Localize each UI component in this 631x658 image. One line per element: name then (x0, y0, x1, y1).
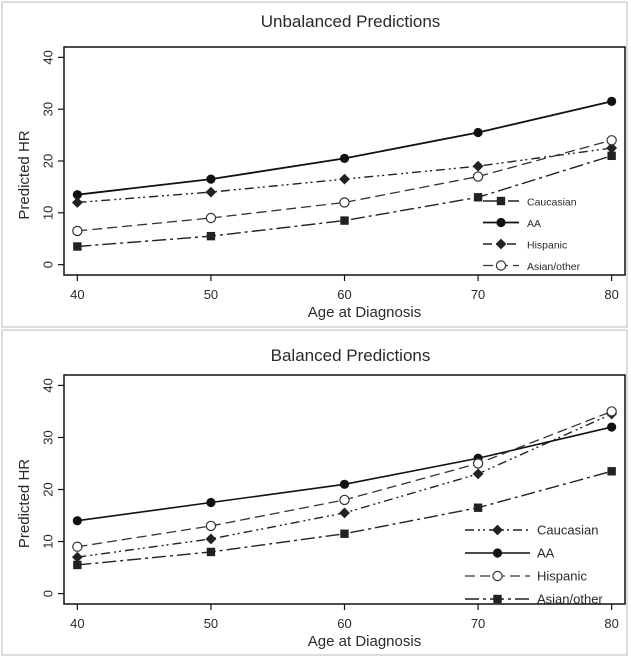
legend-label: Asian/other (537, 592, 603, 607)
legend-label: Caucasian (537, 523, 598, 538)
series-hispanic (71, 142, 618, 208)
x-tick-label: 40 (70, 287, 84, 302)
x-tick-label: 70 (471, 616, 485, 631)
legend: Caucasian AA Hispanic Asian/other (483, 196, 581, 273)
data-point (71, 551, 83, 563)
x-tick-label: 40 (70, 616, 84, 631)
series-caucasian (73, 151, 616, 251)
y-tick-label: 20 (41, 482, 56, 496)
legend-marker (493, 594, 502, 604)
x-tick-label: 60 (337, 616, 351, 631)
y-tick-label: 40 (41, 378, 56, 392)
data-point (472, 458, 484, 469)
series-line (77, 139, 612, 232)
legend-label: AA (537, 546, 555, 561)
y-tick-label: 10 (41, 534, 56, 548)
legend-label: AA (527, 218, 541, 230)
data-point (473, 127, 483, 138)
y-tick-label: 30 (41, 102, 56, 116)
data-point (71, 197, 83, 208)
data-point (205, 520, 217, 532)
chart-title: Balanced Predictions (271, 346, 431, 365)
unbalanced-chart: Unbalanced Predictions 40 50 60 70 80 Age at D… (1, 1, 628, 328)
data-point (607, 151, 616, 161)
data-point (340, 216, 349, 225)
series-aa (72, 96, 617, 200)
data-point (472, 171, 484, 182)
legend-label: Caucasian (527, 197, 577, 209)
data-point (205, 212, 217, 224)
data-point (73, 560, 82, 570)
chart-title: Unbalanced Predictions (261, 12, 441, 31)
data-point (607, 422, 617, 432)
data-point (72, 225, 83, 237)
data-point (473, 193, 483, 202)
data-point (339, 479, 350, 489)
legend-marker (495, 238, 507, 250)
data-point (472, 468, 484, 480)
legend-label: Hispanic (537, 569, 587, 584)
data-point (472, 160, 484, 172)
x-tick-label: 50 (204, 616, 218, 631)
y-tick-label: 20 (41, 154, 56, 168)
data-point (206, 231, 216, 241)
y-axis-title: Predicted HR (16, 459, 33, 548)
data-point (340, 529, 349, 538)
data-point (205, 533, 217, 545)
y-tick-label: 0 (41, 590, 56, 597)
data-point (72, 516, 82, 526)
y-tick-label: 40 (41, 50, 56, 64)
y-tick-label: 30 (41, 430, 56, 444)
legend: Caucasian AA Hispanic Asian/other (465, 523, 603, 607)
legend-label: Hispanic (527, 240, 567, 252)
balanced-chart: Balanced Predictions 40 50 60 70 80 Age at Dia… (1, 329, 628, 656)
x-tick-label: 80 (604, 616, 618, 631)
data-point (473, 503, 483, 512)
data-point (339, 173, 350, 185)
legend-marker (496, 217, 506, 228)
data-point (206, 547, 216, 557)
data-point (339, 494, 350, 506)
series-asian-other (72, 135, 617, 237)
legend-marker (492, 570, 503, 582)
data-point (72, 190, 82, 200)
legend-marker (495, 260, 507, 271)
x-tick-label: 60 (337, 287, 351, 302)
legend-marker (492, 524, 503, 536)
x-tick-label: 80 (604, 287, 618, 302)
data-point (606, 135, 617, 146)
data-point (607, 467, 616, 476)
x-tick-label: 50 (204, 287, 218, 302)
data-point (73, 242, 82, 251)
data-point (339, 197, 350, 208)
y-tick-label: 0 (41, 261, 56, 268)
data-point (606, 406, 617, 417)
y-tick-label: 10 (41, 206, 56, 220)
data-point (339, 507, 350, 519)
data-point (339, 153, 350, 164)
series-hispanic (72, 406, 617, 552)
data-point (607, 96, 617, 107)
data-point (206, 497, 216, 508)
data-point (606, 142, 618, 154)
data-point (205, 186, 217, 198)
x-axis-title: Age at Diagnosis (308, 304, 421, 321)
x-axis-title: Age at Diagnosis (308, 633, 421, 650)
y-axis-title: Predicted HR (16, 130, 33, 219)
legend-label: Asian/other (527, 261, 581, 273)
plot-area (63, 374, 626, 605)
legend-marker (496, 196, 506, 206)
data-point (72, 541, 83, 552)
series-asian-other (73, 467, 616, 570)
x-tick-label: 70 (471, 287, 485, 302)
data-point (206, 174, 216, 184)
legend-marker (492, 548, 503, 558)
